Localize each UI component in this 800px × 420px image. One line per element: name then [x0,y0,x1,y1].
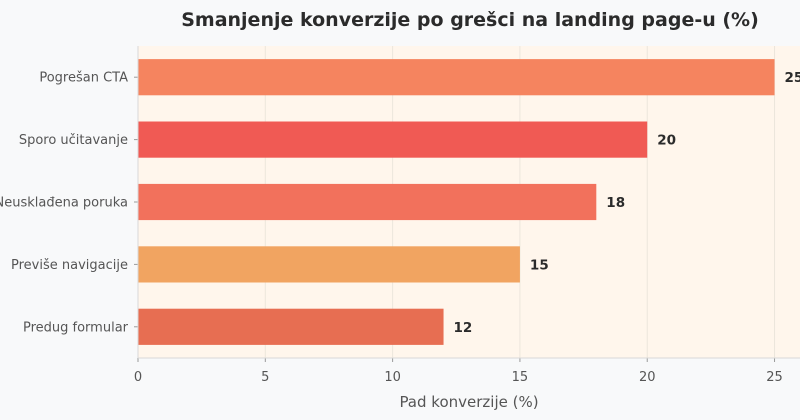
x-tick-label: 10 [384,370,401,385]
chart-title: Smanjenje konverzije po grešci na landin… [181,9,759,31]
value-label: 12 [454,320,473,336]
bar [138,183,597,221]
category-label: Predug formular [23,320,129,335]
value-label: 25 [785,70,800,86]
value-label: 20 [657,133,676,149]
category-label: Previše navigacije [11,258,128,273]
bar [138,121,648,158]
category-label: Sporo učitavanje [19,133,128,148]
bar [138,308,444,345]
value-label: 15 [530,257,549,273]
x-tick-label: 0 [134,370,142,385]
x-axis-label: Pad konverzije (%) [399,393,538,411]
value-labels: 25 20 18 15 12 [454,70,800,336]
y-tick-labels: Pogrešan CTA Sporo učitavanje Neusklađena … [0,71,138,335]
bar [138,59,775,96]
value-label: 18 [606,195,625,211]
bar [138,246,520,283]
category-label: Neusklađena poruka [0,196,128,211]
x-tick-labels: 0 5 10 15 20 25 [134,358,783,385]
x-tick-label: 20 [639,370,656,385]
x-tick-label: 25 [766,370,783,385]
x-tick-label: 5 [261,370,269,385]
category-label: Pogrešan CTA [39,71,128,86]
bars [138,59,775,345]
x-tick-label: 15 [512,370,529,385]
